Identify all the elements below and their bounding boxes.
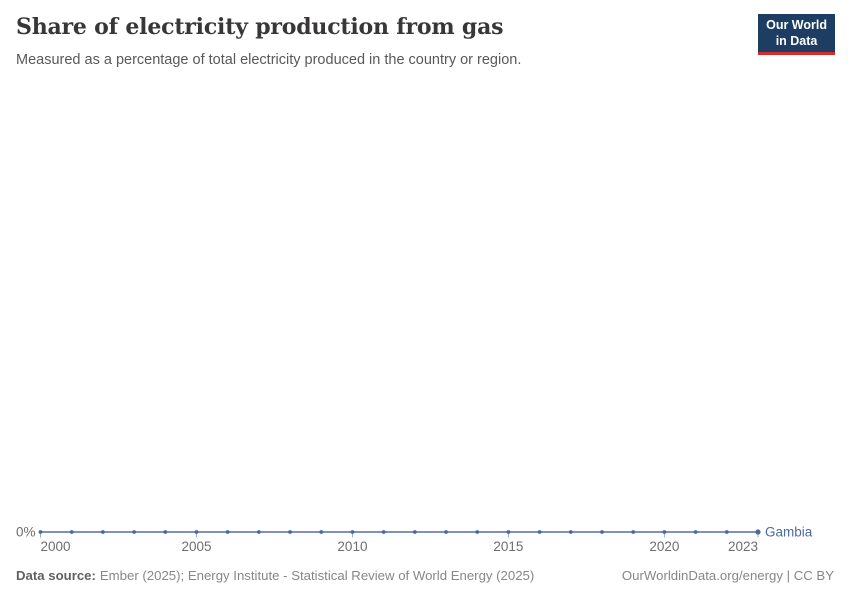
data-point <box>693 530 698 534</box>
data-point <box>319 530 324 534</box>
data-point <box>755 529 761 535</box>
data-point <box>412 530 417 534</box>
data-point <box>568 530 573 534</box>
x-tick-label: 2010 <box>337 539 367 554</box>
x-tick-label: 2015 <box>493 539 523 554</box>
data-point <box>288 530 292 534</box>
data-point <box>662 530 667 534</box>
x-tick-label: 2020 <box>649 539 679 554</box>
data-point <box>225 530 230 534</box>
x-tick-label: 2023 <box>728 539 758 554</box>
chart-footer: Data source: Ember (2025); Energy Institu… <box>16 568 834 583</box>
owid-logo-line2: in Data <box>775 33 818 48</box>
data-point <box>444 530 448 534</box>
data-point <box>381 530 386 534</box>
owid-logo: Our World in Data <box>758 14 835 55</box>
data-source-note: Data source: Ember (2025); Energy Institu… <box>16 568 534 583</box>
data-point <box>724 530 729 534</box>
data-point <box>194 530 199 534</box>
owid-logo-line1: Our World <box>766 18 827 32</box>
entity-label: Gambia <box>765 525 813 540</box>
data-point <box>631 530 636 534</box>
data-point <box>163 530 168 534</box>
data-point <box>38 530 43 534</box>
y-tick-label: 0% <box>16 525 36 540</box>
page-subtitle: Measured as a percentage of total electr… <box>16 52 522 68</box>
data-point <box>350 530 355 534</box>
data-point <box>132 530 136 534</box>
x-tick-label: 2000 <box>41 539 71 554</box>
data-point <box>475 530 480 534</box>
data-point <box>69 530 74 534</box>
data-point <box>256 530 261 534</box>
data-source-text: Ember (2025); Energy Institute - Statist… <box>99 568 535 583</box>
x-tick-label: 2005 <box>181 539 211 554</box>
data-point <box>537 530 542 534</box>
data-source-label: Data source: <box>16 568 96 583</box>
data-point <box>100 530 105 534</box>
license-note: OurWorldinData.org/energy | CC BY <box>621 568 834 583</box>
page-title: Share of electricity production from gas <box>16 14 504 40</box>
data-point <box>506 530 511 534</box>
data-point <box>600 530 604 534</box>
